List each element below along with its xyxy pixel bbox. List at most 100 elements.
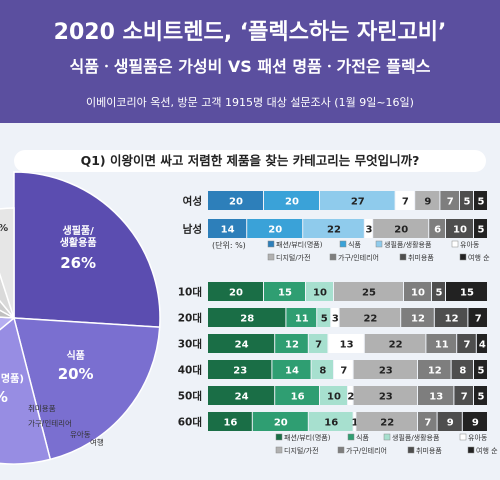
bar-segment <box>208 334 275 353</box>
bar-value-label: 3 <box>332 314 339 325</box>
bar-category-label: 60대 <box>178 416 202 429</box>
bar-value-label: 24 <box>235 392 249 403</box>
legend-label: 가구/인테리어 <box>346 446 387 455</box>
bar-segment <box>208 360 272 379</box>
bar-segment <box>426 334 457 353</box>
bar-value-label: 7 <box>461 392 468 403</box>
pie-slice-label: 생활용품 <box>60 236 97 249</box>
bar-segment <box>208 308 286 327</box>
bar-segment <box>468 308 487 327</box>
bar-segment <box>460 191 473 210</box>
bar-value-label: 5 <box>478 392 485 403</box>
subtitle: 식품ㆍ생필품은 가성비 VS 패션 명품ㆍ가전은 플렉스 <box>69 57 431 76</box>
bar-value-label: 3 <box>366 225 373 236</box>
bar-segment <box>373 219 429 238</box>
legend-label: 디지털/가전 <box>284 446 319 455</box>
bar-segment <box>440 191 459 210</box>
bar-category-label: 남성 <box>183 223 202 236</box>
bar-segment <box>429 219 445 238</box>
bar-value-label: 12 <box>445 314 459 325</box>
unit-label: (단위: %) <box>212 240 246 250</box>
bar-segment <box>364 334 426 353</box>
bar-value-label: 27 <box>351 197 365 208</box>
bar-segment <box>247 219 303 238</box>
bar-segment <box>320 386 347 405</box>
legend-swatch <box>329 253 337 261</box>
bar-category-label: 20대 <box>178 312 202 325</box>
bar-value-label: 9 <box>424 197 431 208</box>
pie-slice <box>13 317 161 461</box>
legend-label: 패션/뷰티(명품) <box>276 240 323 249</box>
bar-segment <box>418 412 437 431</box>
bar-value-label: 15 <box>460 288 474 299</box>
bar-value-label: 20 <box>268 225 282 236</box>
bar-value-label: 7 <box>402 197 409 208</box>
bar-segment <box>356 412 417 431</box>
question-title: Q1) 이왕이면 싸고 저렴한 제품을 찾는 카테고리는 무엇입니까? <box>14 150 486 172</box>
pie-callout-label: 유아동 <box>70 429 91 439</box>
bar-category-label: 50대 <box>178 390 202 403</box>
bar-segment <box>446 282 487 301</box>
bar-category-label: 40대 <box>178 364 202 377</box>
pie-slice-value: 5% <box>0 223 8 234</box>
bar-value-label: 9 <box>447 418 454 429</box>
bar-segment <box>303 219 364 238</box>
legend-label: 가구/인테리어 <box>338 253 379 262</box>
bar-value-label: 16 <box>324 418 338 429</box>
bar-value-label: 12 <box>285 340 299 351</box>
legend-swatch <box>267 240 275 248</box>
legend-swatch <box>459 433 467 441</box>
bar-segment <box>418 360 451 379</box>
bar-segment <box>208 219 247 238</box>
bar-segment <box>286 308 317 327</box>
bar-value-label: 7 <box>464 340 471 351</box>
bar-value-label: 5 <box>321 314 328 325</box>
bar-segment <box>474 386 487 405</box>
bar-segment <box>328 334 364 353</box>
bar-segment <box>334 282 403 301</box>
bar-segment <box>462 412 487 431</box>
bar-value-label: 8 <box>459 366 466 377</box>
bar-segment <box>272 360 311 379</box>
legend-swatch <box>267 253 275 261</box>
pie-slice-value: 26% <box>60 254 96 272</box>
legend-label: 유아동 <box>468 433 488 442</box>
bar-segment <box>252 412 308 431</box>
legend-swatch <box>337 446 345 454</box>
pie-slice <box>0 207 15 319</box>
bar-segment <box>457 334 476 353</box>
legend-label: 패션/뷰티(명품) <box>284 433 331 442</box>
bar-segment <box>404 282 431 301</box>
pie-callout-label: 가구/인테리어 <box>28 418 72 428</box>
bar-value-label: 14 <box>285 366 299 377</box>
bar-segment <box>317 308 331 327</box>
bar-value-label: 20 <box>229 197 243 208</box>
bar-segment <box>348 386 353 405</box>
bar-value-label: 15 <box>278 288 292 299</box>
bar-value-label: 10 <box>327 392 341 403</box>
bar-value-label: 10 <box>411 288 425 299</box>
pie-slice-label: 패션/뷰티(명품) <box>0 372 24 385</box>
bar-segment <box>331 308 339 327</box>
bar-value-label: 4 <box>479 340 486 351</box>
bar-segment <box>418 386 454 405</box>
pie-slice-label: 식품 <box>66 349 84 362</box>
bar-value-label: 23 <box>379 366 393 377</box>
bar-value-label: 12 <box>411 314 425 325</box>
legend-label: 생필품/생활용품 <box>392 433 440 442</box>
bar-segment <box>395 191 415 210</box>
bar-segment <box>353 386 417 405</box>
pie-slice-label: 생필품/ <box>63 224 95 237</box>
bar-segment <box>308 412 353 431</box>
bar-value-label: 14 <box>221 225 235 236</box>
legend-label: 유아동 <box>460 240 480 249</box>
main-title: 2020 소비트렌드, ‘플렉스하는 자린고비’ <box>53 20 447 45</box>
bar-segment <box>353 412 356 431</box>
bar-category-label: 30대 <box>178 338 202 351</box>
bar-value-label: 20 <box>285 197 299 208</box>
legend-label: 식품 <box>356 433 369 442</box>
bar-value-label: 23 <box>233 366 247 377</box>
legend-swatch <box>451 240 459 248</box>
bar-segment <box>476 334 487 353</box>
bar-value-label: 6 <box>434 225 441 236</box>
